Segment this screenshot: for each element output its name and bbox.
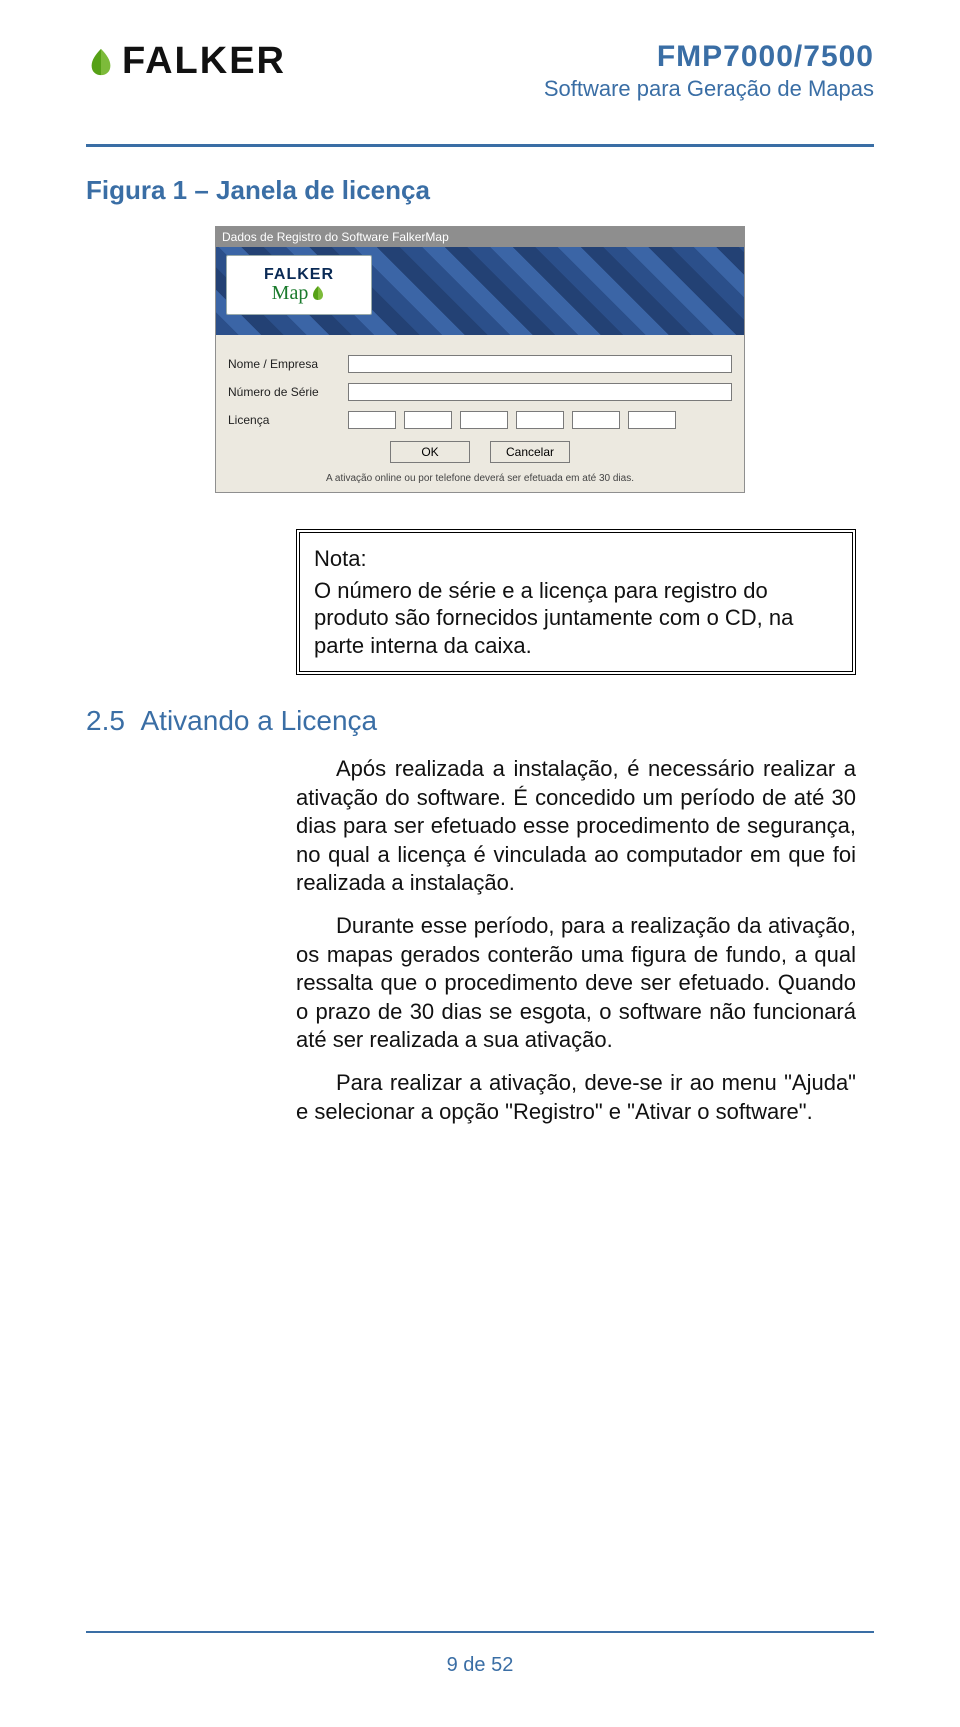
leaf-icon [310, 285, 326, 301]
paragraph-3: Para realizar a ativação, deve-se ir ao … [296, 1069, 856, 1126]
section-number: 2.5 [86, 705, 125, 736]
note-text: O número de série e a licença para regis… [314, 577, 838, 660]
dialog-banner-product: Map [272, 282, 327, 305]
input-license-6[interactable] [628, 411, 676, 429]
section-title: Ativando a Licença [141, 705, 378, 736]
paragraph-1: Após realizada a instalação, é necessári… [296, 755, 856, 898]
input-license-2[interactable] [404, 411, 452, 429]
cancel-button[interactable]: Cancelar [490, 441, 570, 463]
input-license-1[interactable] [348, 411, 396, 429]
input-license-3[interactable] [460, 411, 508, 429]
ok-button[interactable]: OK [390, 441, 470, 463]
input-license-4[interactable] [516, 411, 564, 429]
license-dialog: Dados de Registro do Software FalkerMap … [215, 226, 745, 493]
leaf-icon [86, 47, 116, 77]
note-title: Nota: [314, 545, 838, 573]
footer-rule [86, 1631, 874, 1633]
input-serial[interactable] [348, 383, 732, 401]
note-box: Nota: O número de série e a licença para… [296, 529, 856, 675]
body-text: Após realizada a instalação, é necessári… [296, 755, 856, 1126]
label-license: Licença [228, 413, 348, 427]
header-rule [86, 144, 874, 147]
dialog-banner: FALKER Map [216, 247, 744, 335]
input-license-5[interactable] [572, 411, 620, 429]
paragraph-2: Durante esse período, para a realização … [296, 912, 856, 1055]
dialog-banner-logo: FALKER Map [226, 255, 372, 315]
dialog-form: Nome / Empresa Número de Série Licença [216, 335, 744, 492]
dialog-titlebar: Dados de Registro do Software FalkerMap [216, 227, 744, 247]
product-model: FMP7000/7500 [544, 40, 874, 74]
label-name: Nome / Empresa [228, 357, 348, 371]
dialog-footer-text: A ativação online ou por telefone deverá… [228, 473, 732, 484]
page-header: FALKER FMP7000/7500 Software para Geraçã… [86, 40, 874, 136]
label-serial: Número de Série [228, 385, 348, 399]
page-number: 9 de 52 [0, 1654, 960, 1677]
input-name[interactable] [348, 355, 732, 373]
product-subtitle: Software para Geração de Mapas [544, 76, 874, 102]
figure-caption: Figura 1 – Janela de licença [86, 175, 874, 206]
section-heading: 2.5 Ativando a Licença [86, 705, 874, 737]
dialog-banner-product-text: Map [272, 282, 309, 305]
license-boxes [348, 411, 732, 429]
brand-text: FALKER [122, 40, 286, 83]
